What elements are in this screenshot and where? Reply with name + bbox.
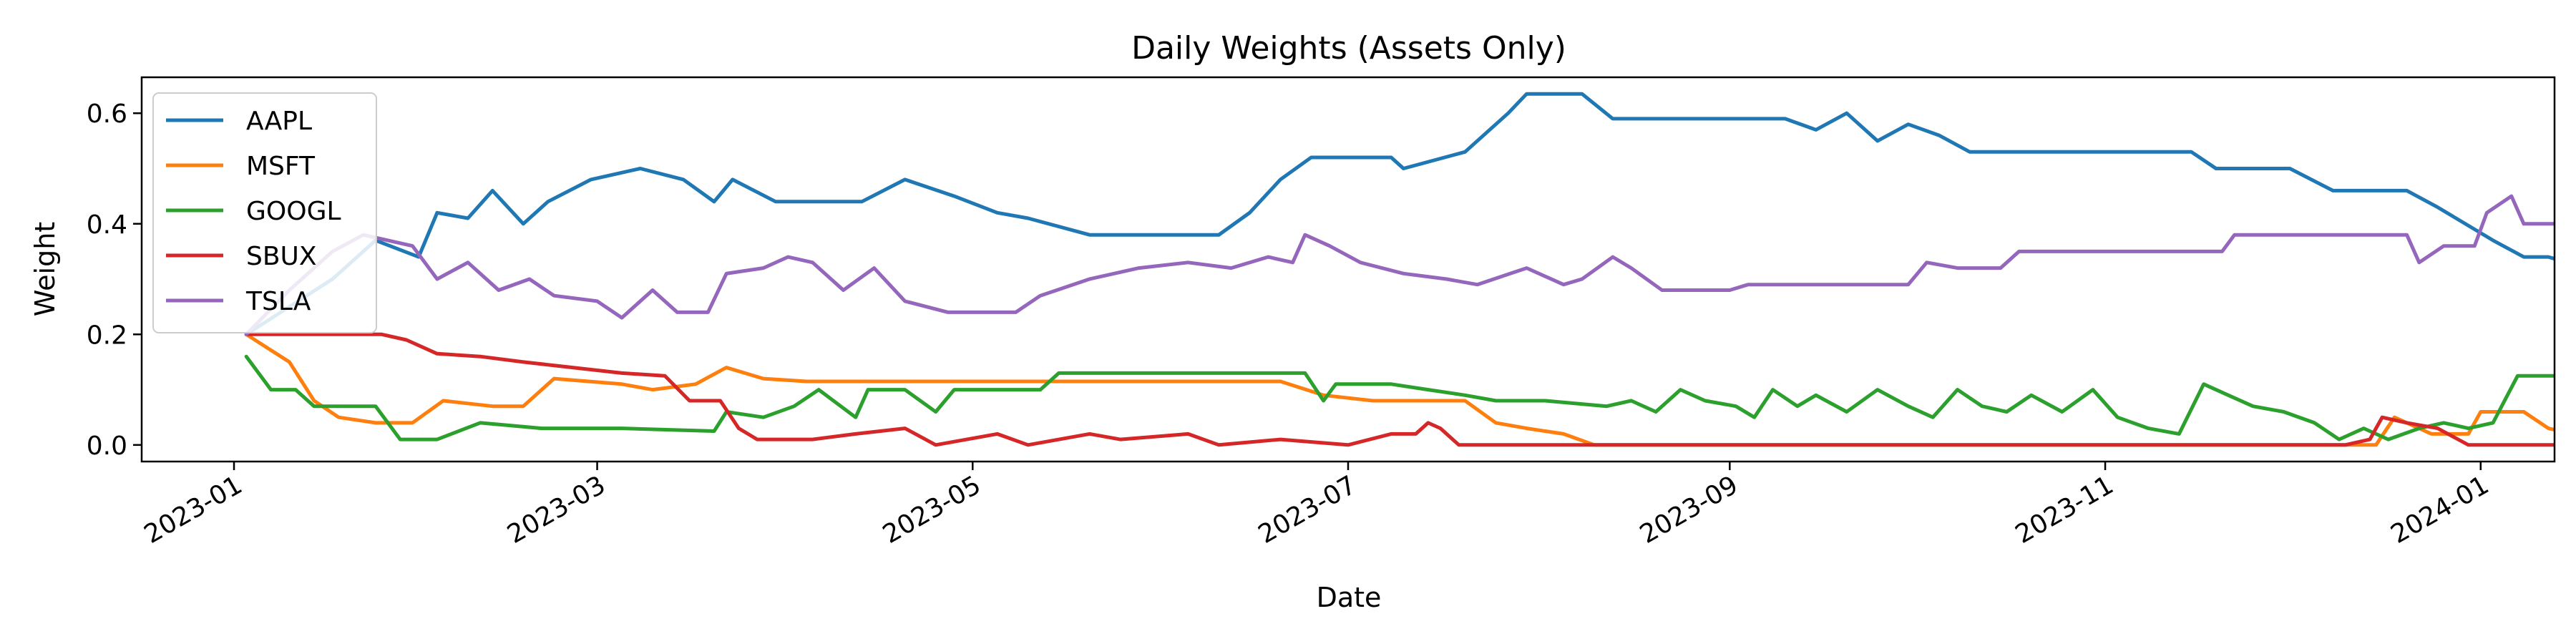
legend-label-aapl: AAPL — [246, 107, 312, 136]
series-lines — [244, 92, 2555, 447]
series-line-googl — [244, 354, 2555, 441]
y-axis-label: Weight — [29, 222, 61, 316]
legend-label-msft: MSFT — [246, 152, 316, 181]
legend-frame — [152, 92, 377, 333]
legend-label-sbux: SBUX — [246, 242, 317, 271]
series-layer — [244, 92, 2555, 447]
series-line-tsla — [244, 194, 2555, 336]
legend-label-googl: GOOGL — [246, 197, 341, 226]
series-line-msft — [244, 332, 2555, 447]
x-axis-label: Date — [1317, 582, 1382, 613]
y-tick-label: 0.6 — [87, 99, 127, 129]
legend-label-tsla: TSLA — [245, 287, 311, 316]
series-line-aapl — [244, 92, 2555, 336]
series-line-sbux — [244, 332, 2555, 447]
y-axis: 0.0 0.2 0.4 0.6 — [87, 99, 142, 461]
y-tick-label: 0.0 — [87, 431, 127, 461]
y-tick-label: 0.2 — [87, 321, 127, 350]
y-tick-label: 0.4 — [87, 210, 127, 240]
legend: AAPL MSFT GOOGL SBUX TSLA — [152, 92, 377, 333]
chart-title: Daily Weights (Assets Only) — [1131, 30, 1566, 67]
